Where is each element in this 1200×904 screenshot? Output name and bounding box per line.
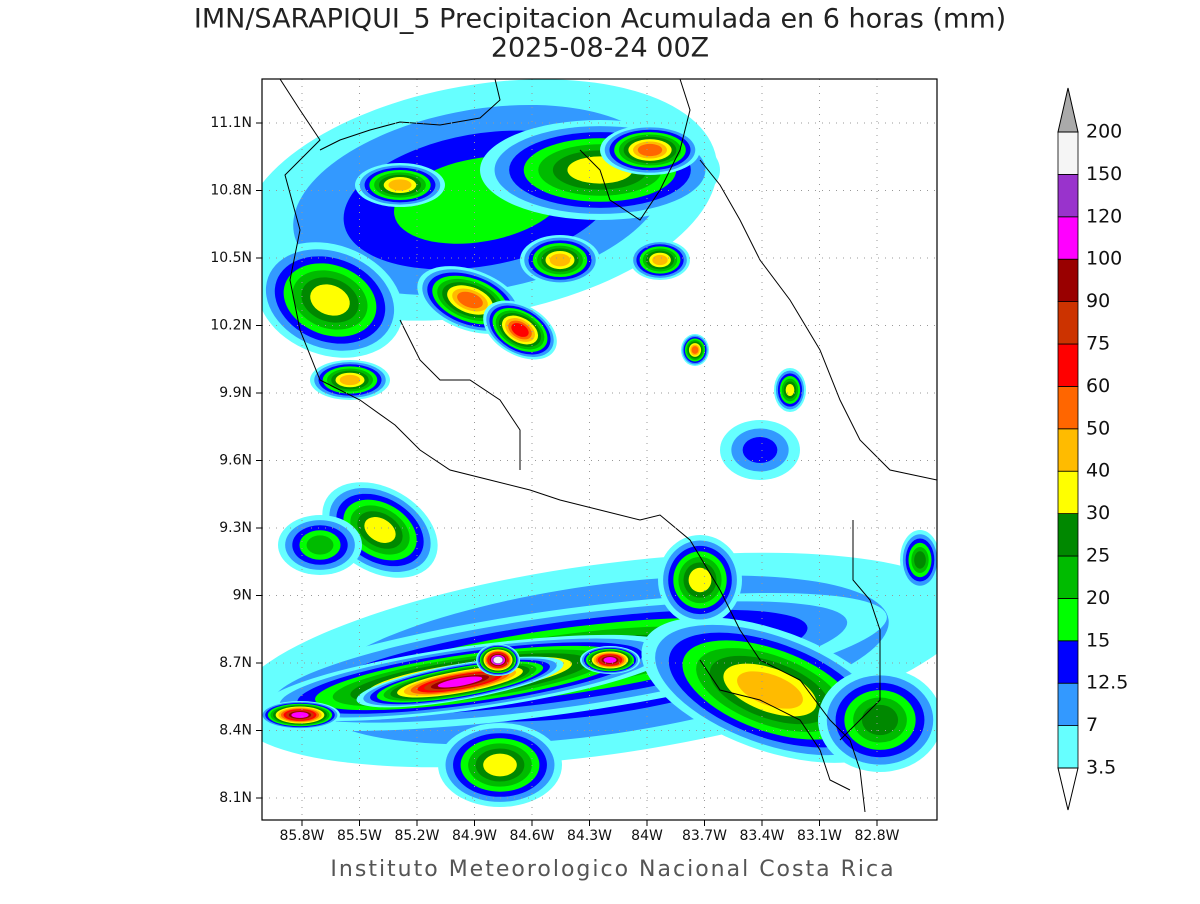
y-tick-label: 10.5N	[210, 250, 252, 266]
rain-contour	[603, 656, 617, 664]
rain-contour	[785, 384, 795, 396]
x-tick-label: 85.8W	[279, 828, 324, 844]
colorbar-box	[1057, 470, 1079, 515]
coastline	[699, 159, 937, 481]
rain-contour	[339, 374, 361, 386]
colorbar-label: 120	[1086, 205, 1122, 227]
colorbar-box	[1057, 555, 1079, 599]
colorbar-label: 100	[1086, 248, 1122, 270]
rain-contour	[737, 671, 803, 709]
colorbar-label: 40	[1086, 460, 1110, 482]
border	[579, 79, 691, 221]
rain-contour	[457, 291, 483, 309]
y-tick-label: 9.9N	[219, 385, 252, 401]
colorbar-box	[1057, 640, 1079, 684]
rain-contour	[511, 323, 529, 337]
colorbar-label: 25	[1086, 545, 1110, 567]
rain-contour	[388, 179, 412, 191]
colorbar-over	[1057, 87, 1079, 133]
colorbar-label: 7	[1086, 714, 1098, 736]
colorbar-box	[1057, 131, 1079, 175]
x-tick-label: 84.6W	[509, 828, 554, 844]
rain-contour	[310, 284, 350, 316]
rain-contour	[914, 551, 926, 569]
x-tick-label: 85.5W	[337, 828, 382, 844]
graticule: 11.1N 10.8N 10.5N 10.2N 9.9N 9.6N 9.3N 9N 8.7N 8.…	[210, 79, 937, 844]
colorbar-label: 3.5	[1086, 757, 1116, 779]
colorbar-box	[1057, 682, 1079, 727]
y-tick-label: 10.8N	[210, 183, 252, 199]
x-tick-label: 83.1W	[797, 828, 842, 844]
y-tick-label: 8.7N	[219, 655, 252, 671]
x-tick-label: 84W	[631, 828, 663, 844]
y-tick-label: 9.3N	[219, 520, 252, 536]
rain-contour	[364, 517, 396, 543]
colorbar-box	[1057, 216, 1079, 260]
colorbar-box	[1057, 598, 1079, 642]
x-tick-label: 84.9W	[452, 828, 497, 844]
rain-contour	[637, 143, 663, 157]
coastline	[319, 79, 501, 151]
coastline	[699, 659, 851, 791]
colorbar-box	[1057, 173, 1079, 218]
rain-contour	[688, 567, 712, 593]
colorbar-label: 90	[1086, 290, 1110, 312]
colorbar-box	[1057, 343, 1079, 387]
rain-contour	[483, 753, 517, 777]
rain-contour	[652, 254, 668, 266]
plot-frame	[261, 78, 938, 821]
y-tick-label: 11.1N	[210, 115, 252, 131]
colorbar-box	[1057, 258, 1079, 303]
coastline	[399, 319, 521, 470]
coastline	[279, 79, 866, 813]
x-tick-label: 83.7W	[682, 828, 727, 844]
rain-contour	[549, 253, 571, 267]
y-tick-label: 10.2N	[210, 318, 252, 334]
precipitation-field	[262, 79, 937, 807]
rain-contour	[291, 711, 309, 719]
y-tick-label: 9N	[233, 588, 252, 604]
y-tick-label: 8.1N	[219, 790, 252, 806]
colorbar-box	[1057, 725, 1079, 769]
rain-contour	[742, 437, 778, 463]
colorbar-box	[1057, 428, 1079, 472]
colorbar-box	[1057, 385, 1079, 430]
colorbar-label: 30	[1086, 502, 1110, 524]
rain-contour	[493, 656, 503, 664]
rain-contour	[306, 535, 334, 555]
colorbar-box	[1057, 513, 1079, 557]
colorbar: 3.5 7 12.5 15 20 25 30 40 50 60 75 90 100 120 150 200	[1057, 87, 1128, 811]
colorbar-label: 75	[1086, 333, 1110, 355]
colorbar-label: 60	[1086, 375, 1110, 397]
border	[839, 520, 881, 741]
x-tick-label: 83.4W	[739, 828, 784, 844]
rain-contour	[437, 676, 483, 688]
x-tick-label: 82.8W	[854, 828, 899, 844]
title: IMN/SARAPIQUI_5 Precipitacion Acumulada …	[194, 4, 1006, 35]
colorbar-label: 20	[1086, 587, 1110, 609]
y-tick-label: 9.6N	[219, 453, 252, 469]
colorbar-label: 150	[1086, 163, 1122, 185]
footer: Instituto Meteorologico Nacional Costa R…	[330, 857, 895, 882]
colorbar-label: 50	[1086, 417, 1110, 439]
subtitle: 2025-08-24 00Z	[491, 33, 709, 64]
y-tick-label: 8.4N	[219, 723, 252, 739]
colorbar-under	[1057, 767, 1079, 811]
colorbar-label: 15	[1086, 629, 1110, 651]
colorbar-label: 12.5	[1086, 672, 1128, 694]
rain-contour	[861, 704, 899, 736]
coastlines	[279, 79, 937, 813]
rain-contour	[691, 346, 699, 354]
colorbar-label: 200	[1086, 121, 1122, 143]
x-tick-label: 84.3W	[567, 828, 612, 844]
colorbar-box	[1057, 301, 1079, 345]
x-tick-label: 85.2W	[394, 828, 439, 844]
